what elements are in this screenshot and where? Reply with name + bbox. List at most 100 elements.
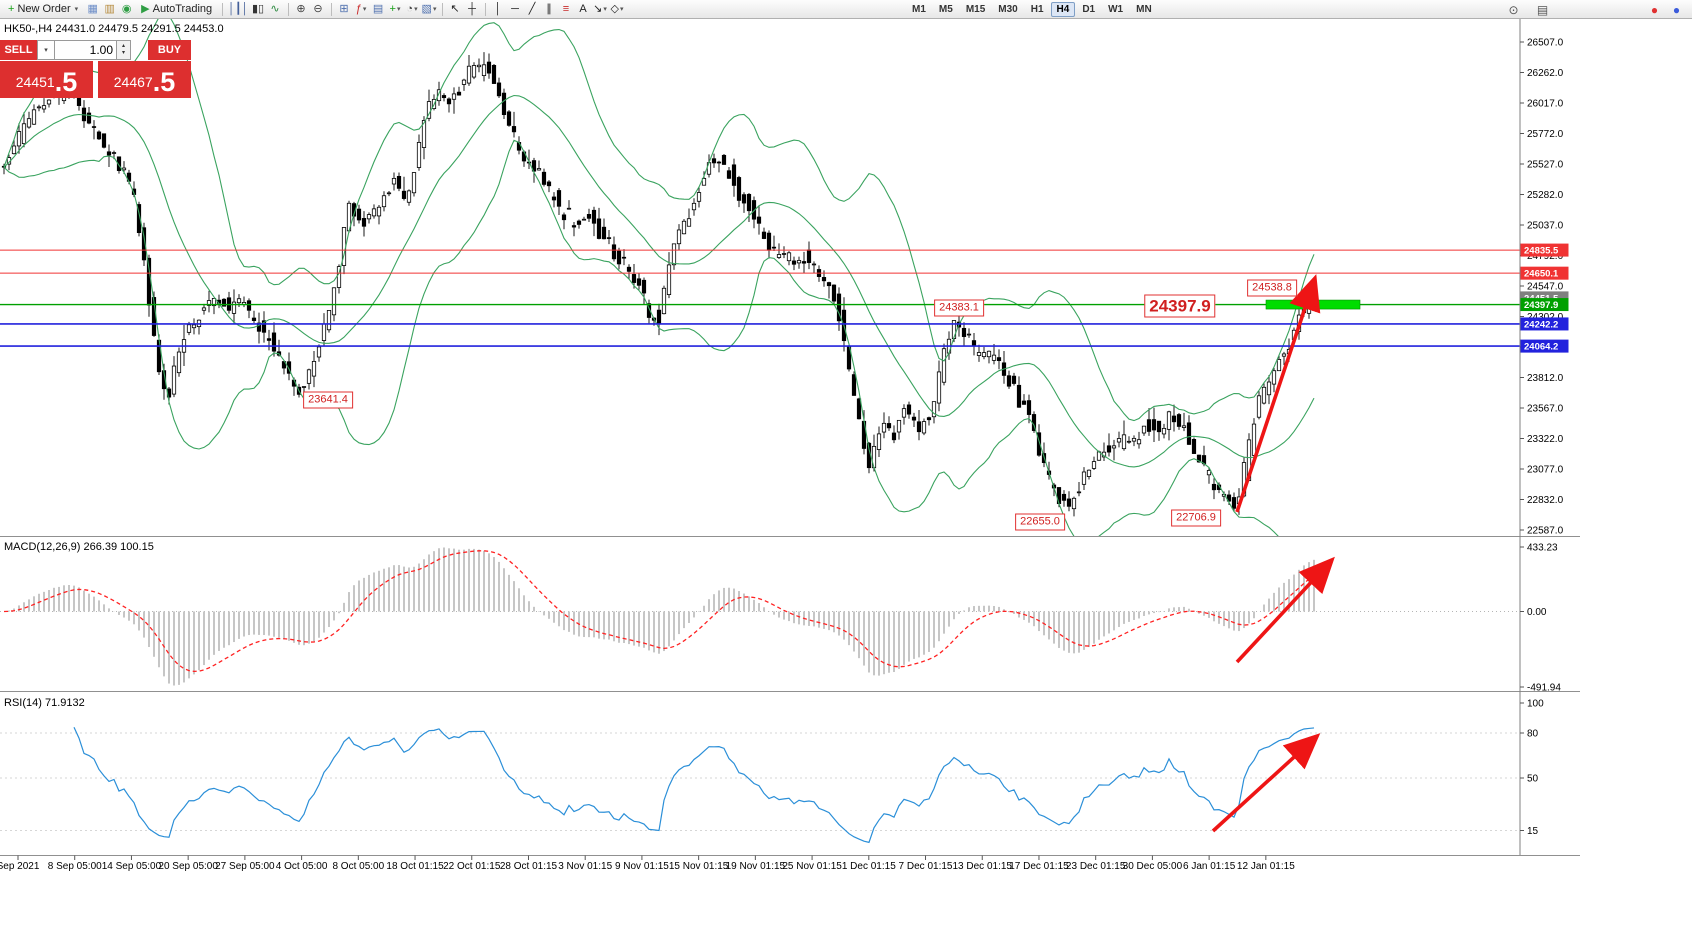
price-callout[interactable]: 24397.9 bbox=[1144, 294, 1216, 318]
cycle-icon[interactable]: ◉ bbox=[118, 1, 135, 18]
app-badge-icon[interactable]: ● bbox=[1668, 1, 1685, 18]
vertical-line-icon-glyph: │ bbox=[494, 2, 502, 15]
svg-text:3 Nov 01:15: 3 Nov 01:15 bbox=[558, 861, 612, 872]
svg-text:7 Dec 01:15: 7 Dec 01:15 bbox=[899, 861, 953, 872]
volume-stepper[interactable]: ▴ ▾ bbox=[117, 40, 131, 60]
period-clock-icon[interactable]: ◔ ▾ bbox=[404, 1, 421, 18]
horizontal-line-icon-glyph: ─ bbox=[511, 2, 519, 15]
timeframe-m5[interactable]: M5 bbox=[938, 4, 953, 15]
new-order-glyph: + bbox=[8, 2, 15, 15]
cycle-icon-glyph: ◉ bbox=[121, 2, 132, 15]
svg-text:22587.0: 22587.0 bbox=[1527, 526, 1564, 537]
price-callout[interactable]: 22655.0 bbox=[1015, 513, 1065, 531]
arrows-tool-icon-glyph: ↘ bbox=[593, 2, 603, 15]
axis-price-tag: 24835.5 bbox=[1520, 243, 1569, 257]
svg-text:22832.0: 22832.0 bbox=[1527, 495, 1564, 506]
price-callout[interactable]: 24538.8 bbox=[1247, 279, 1297, 297]
sell-price-main: 24451 bbox=[15, 74, 55, 90]
fibonacci-icon[interactable]: ≡ bbox=[558, 1, 575, 18]
zoom-out-icon[interactable]: ⊖ bbox=[310, 1, 327, 18]
svg-text:6 Jan 01:15: 6 Jan 01:15 bbox=[1183, 861, 1236, 872]
record-badge-icon[interactable]: ● bbox=[1646, 1, 1663, 18]
vertical-line-icon[interactable]: │ bbox=[490, 1, 507, 18]
svg-text:9 Nov 01:15: 9 Nov 01:15 bbox=[615, 861, 669, 872]
toolbar-separator bbox=[330, 2, 332, 16]
ohlc-bars-icon[interactable]: │┃│ bbox=[227, 1, 249, 18]
arrows-tool-icon[interactable]: ↘ ▾ bbox=[592, 1, 609, 18]
trend-arrow[interactable] bbox=[1235, 556, 1335, 664]
timeframe-h1[interactable]: H1 bbox=[1030, 4, 1044, 15]
trendline-icon[interactable]: ╱ bbox=[524, 1, 541, 18]
sell-price-button[interactable]: 24451 .5 bbox=[0, 61, 93, 98]
buy-price-button[interactable]: 24467 .5 bbox=[98, 61, 191, 98]
svg-text:50: 50 bbox=[1527, 774, 1539, 785]
svg-text:24835.5: 24835.5 bbox=[1524, 246, 1559, 257]
new-order-button[interactable]: + New Order ▾ bbox=[2, 1, 84, 18]
cursor-icon[interactable]: ↖ bbox=[447, 1, 464, 18]
toolbar-separator bbox=[287, 2, 289, 16]
highlight-band[interactable] bbox=[1265, 299, 1361, 310]
timeframe-w1[interactable]: W1 bbox=[1108, 4, 1124, 15]
timeframe-mn[interactable]: MN bbox=[1136, 4, 1152, 15]
buy-button[interactable]: BUY bbox=[148, 40, 191, 60]
print-icon[interactable]: ▤ bbox=[1534, 1, 1551, 18]
svg-text:24650.1: 24650.1 bbox=[1524, 269, 1559, 280]
timeframe-h4[interactable]: H4 bbox=[1050, 2, 1076, 17]
toolbar-separator bbox=[484, 2, 486, 16]
volume-dropdown-button[interactable]: ▾ bbox=[37, 40, 55, 60]
channel-icon[interactable]: ∥ bbox=[541, 1, 558, 18]
svg-text:14 Sep 05:00: 14 Sep 05:00 bbox=[102, 861, 162, 872]
svg-text:23812.0: 23812.0 bbox=[1527, 373, 1564, 384]
data-window-icon-glyph: ▤ bbox=[372, 2, 384, 15]
timeframe-d1[interactable]: D1 bbox=[1082, 4, 1096, 15]
svg-text:100: 100 bbox=[1527, 699, 1544, 710]
rsi-plot bbox=[0, 727, 1520, 844]
price-callout[interactable]: 23641.4 bbox=[303, 391, 353, 409]
templates-icon[interactable]: ▧ ▾ bbox=[421, 1, 438, 18]
crosshair-icon[interactable]: ┼ bbox=[464, 1, 481, 18]
zoom-in-icon[interactable]: ⊕ bbox=[293, 1, 310, 18]
svg-text:80: 80 bbox=[1527, 729, 1539, 740]
trend-arrow[interactable] bbox=[1235, 274, 1321, 513]
line-chart-icon[interactable]: ∿ bbox=[267, 1, 284, 18]
candlestick-icon[interactable]: ▮▯ bbox=[250, 1, 267, 18]
svg-text:8 Oct 05:00: 8 Oct 05:00 bbox=[332, 861, 384, 872]
caret-down-icon: ▾ bbox=[414, 6, 418, 13]
profile-icon[interactable]: ▥ bbox=[101, 1, 118, 18]
axis-price-tag: 24650.1 bbox=[1520, 266, 1569, 280]
autotrading-button[interactable]: ▶ AutoTrading bbox=[135, 1, 218, 18]
sell-button[interactable]: SELL bbox=[0, 40, 37, 60]
candlesticks bbox=[1, 52, 1317, 517]
price-callout[interactable]: 24383.1 bbox=[934, 299, 984, 317]
svg-text:26262.0: 26262.0 bbox=[1527, 68, 1564, 79]
svg-text:23 Dec 01:15: 23 Dec 01:15 bbox=[1066, 861, 1126, 872]
indicators-icon[interactable]: ƒ ▾ bbox=[353, 1, 370, 18]
svg-text:8 Sep 05:00: 8 Sep 05:00 bbox=[48, 861, 102, 872]
shapes-icon[interactable]: ◇ ▾ bbox=[609, 1, 626, 18]
toolbar: + New Order ▾ ▦ ▥ ◉ ▶ AutoTrading │┃│ ▮▯ ∿ ⊕ ⊖ ⊞ ƒ ▾ ▤ + ▾… bbox=[0, 0, 1692, 19]
timeframe-m30[interactable]: M30 bbox=[998, 4, 1018, 15]
horizontal-line-icon[interactable]: ─ bbox=[507, 1, 524, 18]
search-icon[interactable]: ⊙ bbox=[1505, 1, 1522, 18]
data-window-icon[interactable]: ▤ bbox=[370, 1, 387, 18]
volume-input[interactable] bbox=[55, 40, 117, 60]
timeframe-group: M1 M5 M15 M30 H1 H4 D1 W1 MN bbox=[906, 1, 1158, 18]
timeframe-m1[interactable]: M1 bbox=[912, 4, 926, 15]
record-badge-icon: ● bbox=[1650, 2, 1659, 17]
tile-windows-icon[interactable]: ⊞ bbox=[336, 1, 353, 18]
price-callout[interactable]: 22706.9 bbox=[1171, 509, 1221, 527]
svg-text:25037.0: 25037.0 bbox=[1527, 221, 1564, 232]
add-indicator-icon[interactable]: + ▾ bbox=[387, 1, 404, 18]
caret-down-icon: ▾ bbox=[619, 6, 624, 13]
text-icon[interactable]: A bbox=[575, 1, 592, 18]
caret-down-icon: ▾ bbox=[121, 50, 125, 56]
charts-grid-icon[interactable]: ▦ bbox=[84, 1, 101, 18]
timeframe-m15[interactable]: M15 bbox=[965, 4, 986, 15]
line-chart-icon-glyph: ∿ bbox=[270, 2, 280, 15]
svg-text:23322.0: 23322.0 bbox=[1527, 434, 1564, 445]
trend-arrow[interactable] bbox=[1211, 733, 1321, 833]
caret-up-icon: ▴ bbox=[121, 42, 125, 49]
svg-text:15 Nov 01:15: 15 Nov 01:15 bbox=[669, 861, 729, 872]
